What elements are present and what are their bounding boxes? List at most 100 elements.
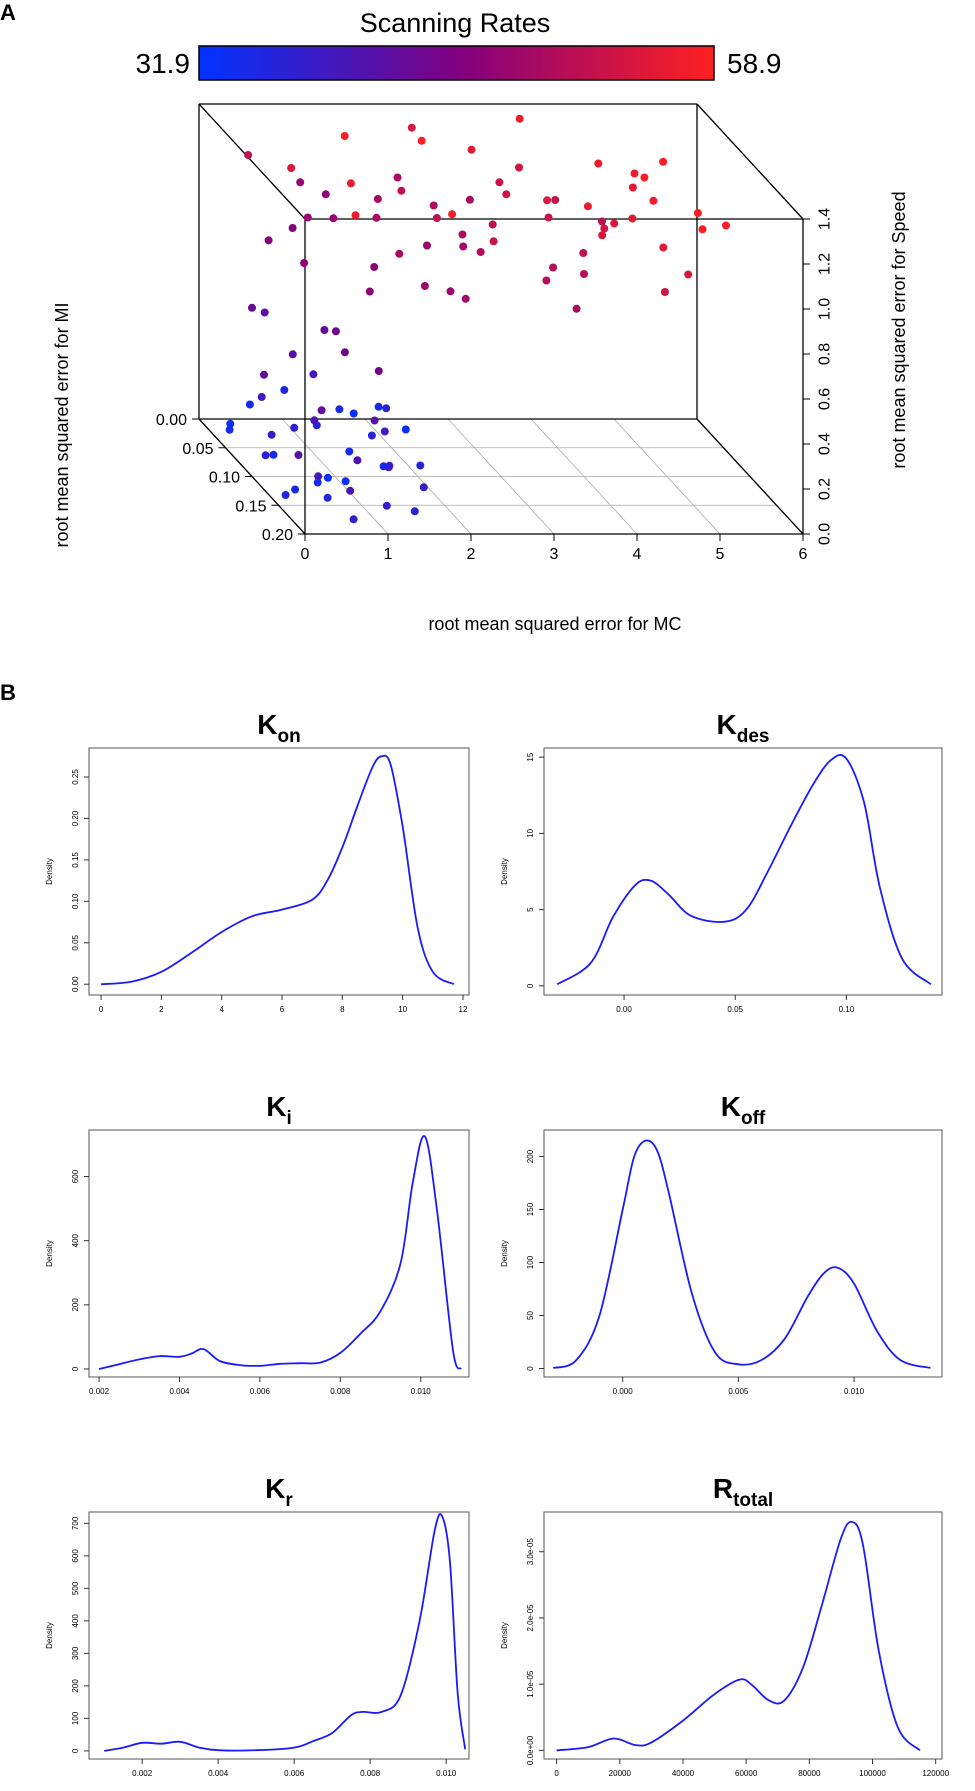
scatter-point [659,157,668,166]
chart-title-main: R [713,1473,733,1504]
scatter-point [281,491,290,499]
y-tick-label: 0.15 [235,498,266,515]
scatter-point [382,404,391,413]
scatter-point [310,416,319,425]
x-tick-label: 0.005 [728,1387,749,1396]
scatter-point [410,507,419,516]
y-tick-label: 600 [71,1169,80,1183]
scatter-point [280,386,289,394]
scatter-point [374,367,383,375]
y-tick-label: 100 [526,1255,535,1269]
scatter-point [395,249,404,258]
box-depth-edge [198,103,306,220]
floor-gridline-x [613,418,721,535]
scatter-point [340,348,349,357]
y-tick-label: 100 [71,1711,80,1725]
scatter-point [320,326,329,334]
scatter-point [572,304,581,313]
scatter-point [291,485,300,494]
x-tick-label: 0 [554,1769,559,1778]
scatter-point [459,242,468,251]
density-curve [101,754,455,986]
z-tick-label: 0.8 [817,343,834,365]
scatter-point [288,350,297,359]
scatter-point [290,423,299,432]
scatter-point [515,163,523,172]
x-tick-label: 20000 [609,1769,632,1778]
colorbar-max-label: 58.9 [727,48,782,79]
x-tick-label: 4 [633,546,642,563]
scatter-point [583,202,592,211]
x-tick-label: 0 [99,1005,104,1014]
scatter-point [248,303,256,312]
x-tick-label: 2 [467,546,476,563]
scatter-point [393,173,402,182]
density-plots: Kon 0 2 4 6 8 10 12 0.00 0.05 0.10 0.15 0.20 0.25 Dens… [45,709,950,1778]
y-tick-label: 400 [71,1233,80,1247]
scatter-point [628,214,637,223]
z-tick-label: 1.2 [817,253,834,275]
y-axis-title: Density [45,858,54,885]
scatter-point [598,217,606,226]
x-tick-label: 0.002 [132,1769,153,1778]
scatter-point [264,236,273,245]
x-tick-label: 2 [159,1005,164,1014]
scatter-point [465,195,474,204]
y-tick-label: 0 [71,1366,80,1371]
scatter-point [579,249,588,257]
scatter-point [257,393,266,401]
scatter-point [659,243,668,252]
x-tick-label: 0.10 [839,1005,855,1014]
scatter-point [367,431,376,440]
scatter-point [542,276,551,285]
x-tick-label: 0.008 [330,1387,351,1396]
chart-title: Koff [721,1091,766,1129]
x-tick-label: 60000 [735,1769,758,1778]
scatter-point [370,263,379,271]
scatter-point [397,186,406,195]
colorbar-title: Scanning Rates [360,8,551,38]
scatter-point [610,219,619,228]
y-tick-label: 0 [526,1366,535,1371]
scatter-point [580,270,588,278]
z-tick-label: 1.0 [817,298,834,320]
plot-frame [88,1129,470,1378]
y-tick-label: 2.0e-05 [526,1604,535,1632]
box-depth-edge [696,103,804,220]
x-tick-label: 6 [280,1005,285,1014]
scatter-point [313,478,322,487]
x-tick-label: 40000 [672,1769,695,1778]
x-tick-label: 0.004 [208,1769,229,1778]
y-tick-label: 0 [526,983,535,988]
y-axis-title: Density [500,858,509,885]
z-tick-label: 1.4 [817,208,834,230]
chart-title: Ki [266,1091,292,1129]
y-tick-label: 0.00 [71,976,80,992]
x-tick-label: 4 [219,1005,224,1014]
scatter-point [382,501,391,510]
chart-title-subscript: des [737,726,770,747]
scatter-point [323,493,332,502]
y-tick-label: 0.00 [156,412,187,429]
scatter-point [467,145,476,154]
density-curve [553,1139,931,1369]
x-tick-label: 10 [398,1005,407,1014]
scatter-point [287,164,296,172]
y-tick-label: 200 [526,1149,535,1163]
density-curve [556,754,932,986]
scatter-point [515,114,524,123]
scatter-point [323,473,332,482]
scatter-point [341,477,350,486]
floor-gridline-x [447,418,555,535]
floor-gridline-x [364,418,472,535]
scatter-point [340,132,349,140]
chart-title-subscript: on [278,726,301,747]
scatter-point [407,123,416,132]
density-chart-on: Kon 0 2 4 6 8 10 12 0.00 0.05 0.10 0.15 0.20 0.25 Dens… [45,709,470,1014]
scatter-point [267,430,276,439]
scatter-point [296,178,305,187]
z-axis-title: root mean squared error for Speed [889,191,909,468]
scatter-point [303,213,312,222]
scatter-point [401,425,410,434]
